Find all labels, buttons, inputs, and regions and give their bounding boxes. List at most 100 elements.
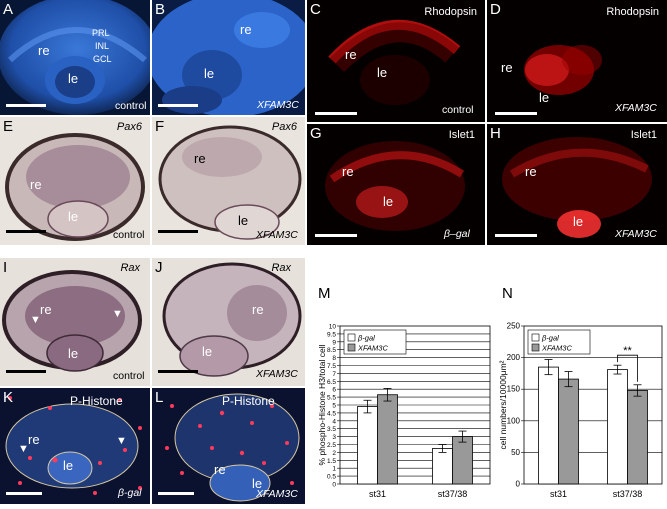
y-tick-label: 6 [332,387,336,394]
panel-g-re-label: re [342,164,354,179]
panel-b-re-label: re [240,22,252,37]
panel-g-condition: β–gal [444,228,470,240]
panel-i-image [0,258,150,386]
y-tick-label: 9 [332,339,336,346]
bar [357,406,378,485]
y-tick-label: 3 [332,434,336,441]
y-tick-label: 3.5 [327,426,336,433]
panel-h-letter: H [490,125,501,142]
panel-c-le-label: le [377,65,388,80]
panel-g: G Islet1 re le β–gal [307,124,485,245]
panel-a-layer-prl: PRL [92,28,110,38]
y-tick-label: 150 [507,385,521,394]
panel-a-layer-inl: INL [95,41,110,51]
panel-f-stain: Pax6 [271,121,297,133]
panel-h-image [487,124,667,245]
y-tick-label: 0.5 [327,474,336,481]
panel-j-le-label: le [202,344,213,359]
y-tick-label: 250 [507,322,521,331]
legend-entry: β-gal [357,334,375,343]
y-tick-label: 1.5 [327,458,336,465]
x-tick-label: st37/38 [438,489,468,499]
panel-j-condition: XFAM3C [256,368,298,380]
panel-c-re-label: re [345,47,357,62]
panel-i-le-label: le [68,346,79,361]
panel-f-image [152,117,305,245]
panel-a: A PRL INL GCL re le control [0,0,150,115]
panel-h-stain: Islet1 [630,129,657,141]
y-tick-label: 8.5 [327,347,336,354]
significance-label: ** [623,345,632,357]
panel-f-re-label: re [194,151,206,166]
panel-i: I Rax re le ▼ ▼ control [0,258,150,386]
y-tick-label: 2 [332,450,336,457]
chart-m: M 0 0.5 1 1.5 2 2.5 3 3.5 4 4.5 5 5.5 6 6.5 7 7.5 8 8.5 9 9.… [308,276,496,504]
panel-c-stain: Rhodopsin [424,6,477,18]
panel-e-re-label: re [30,177,42,192]
panel-f: F Pax6 re le XFAM3C [152,117,305,245]
legend-entry: XFAM3C [541,344,572,353]
panel-a-layer-gcl: GCL [93,54,112,64]
panel-e-image [0,117,150,245]
panel-g-le-label: le [383,194,394,209]
panel-g-stain: Islet1 [448,129,475,141]
y-tick-label: 0 [516,480,521,489]
panel-c-condition: control [442,104,474,116]
panel-f-condition: XFAM3C [256,229,298,241]
panel-j-letter: J [155,259,163,276]
panel-d-le-label: le [539,90,550,105]
y-tick-label: 5 [332,403,336,410]
panel-b-le-label: le [204,66,215,81]
panel-j-image [152,258,305,386]
y-tick-label: 7.5 [327,363,336,370]
y-tick-label: 50 [511,448,520,457]
panel-j-scale-bar [158,370,198,373]
panel-j-stain: Rax [271,262,291,274]
panel-e: E Pax6 re le control [0,117,150,245]
panel-g-scale-bar [315,234,357,237]
chart-n-svg: N 0 50 100 150 200 250 cell numbers/10000μm² st3… [498,285,663,499]
panel-b-letter: B [155,1,166,18]
y-axis-label: % phospho-Histone H3/total cell [317,344,327,465]
panel-l-stain: P-Histone [222,394,275,408]
panel-i-letter: I [3,259,8,276]
panel-e-letter: E [3,118,14,135]
panel-k: K P-Histone re le ▼ ▼ β-gal [0,388,150,504]
panel-f-letter: F [155,118,165,135]
chart-m-letter: M [318,285,331,302]
panel-b-condition: XFAM3C [257,99,299,111]
panel-h-scale-bar [495,234,537,237]
legend-entry: β-gal [541,334,559,343]
y-tick-label: 7 [332,371,336,378]
panel-k-scale-bar [6,492,42,495]
panel-k-re-label: re [28,432,40,447]
panel-l-le-label: le [252,476,263,491]
panel-j: J Rax re le XFAM3C [152,258,305,386]
panel-a-re-label: re [38,43,50,58]
panel-a-image [0,0,150,115]
chart-n-letter: N [502,285,513,302]
y-tick-label: 9.5 [327,331,336,338]
y-axis-label: cell numbers/10000μm² [498,360,508,449]
panel-d-condition: XFAM3C [615,102,657,114]
panel-f-scale-bar [158,230,198,233]
panel-g-image [307,124,485,245]
panel-l: L P-Histone re le XFAM3C [152,388,305,504]
panel-c-letter: C [310,1,321,18]
panel-e-scale-bar [6,230,46,233]
x-tick-label: st37/38 [613,489,643,499]
y-tick-label: 10 [329,324,337,331]
panel-d: D Rhodopsin re le XFAM3C [487,0,667,122]
panel-k-arrowhead-left: ▼ [18,443,29,455]
panel-d-letter: D [490,1,501,18]
panel-a-le-label: le [68,71,79,86]
panel-b-image [152,0,305,115]
panel-i-condition: control [113,370,145,382]
panel-k-stain: P-Histone [70,394,123,408]
x-tick-label: st31 [369,489,386,499]
panel-j-re-label: re [252,302,264,317]
panel-k-image [0,388,150,504]
y-tick-label: 0 [332,482,336,489]
y-tick-label: 2.5 [327,442,336,449]
